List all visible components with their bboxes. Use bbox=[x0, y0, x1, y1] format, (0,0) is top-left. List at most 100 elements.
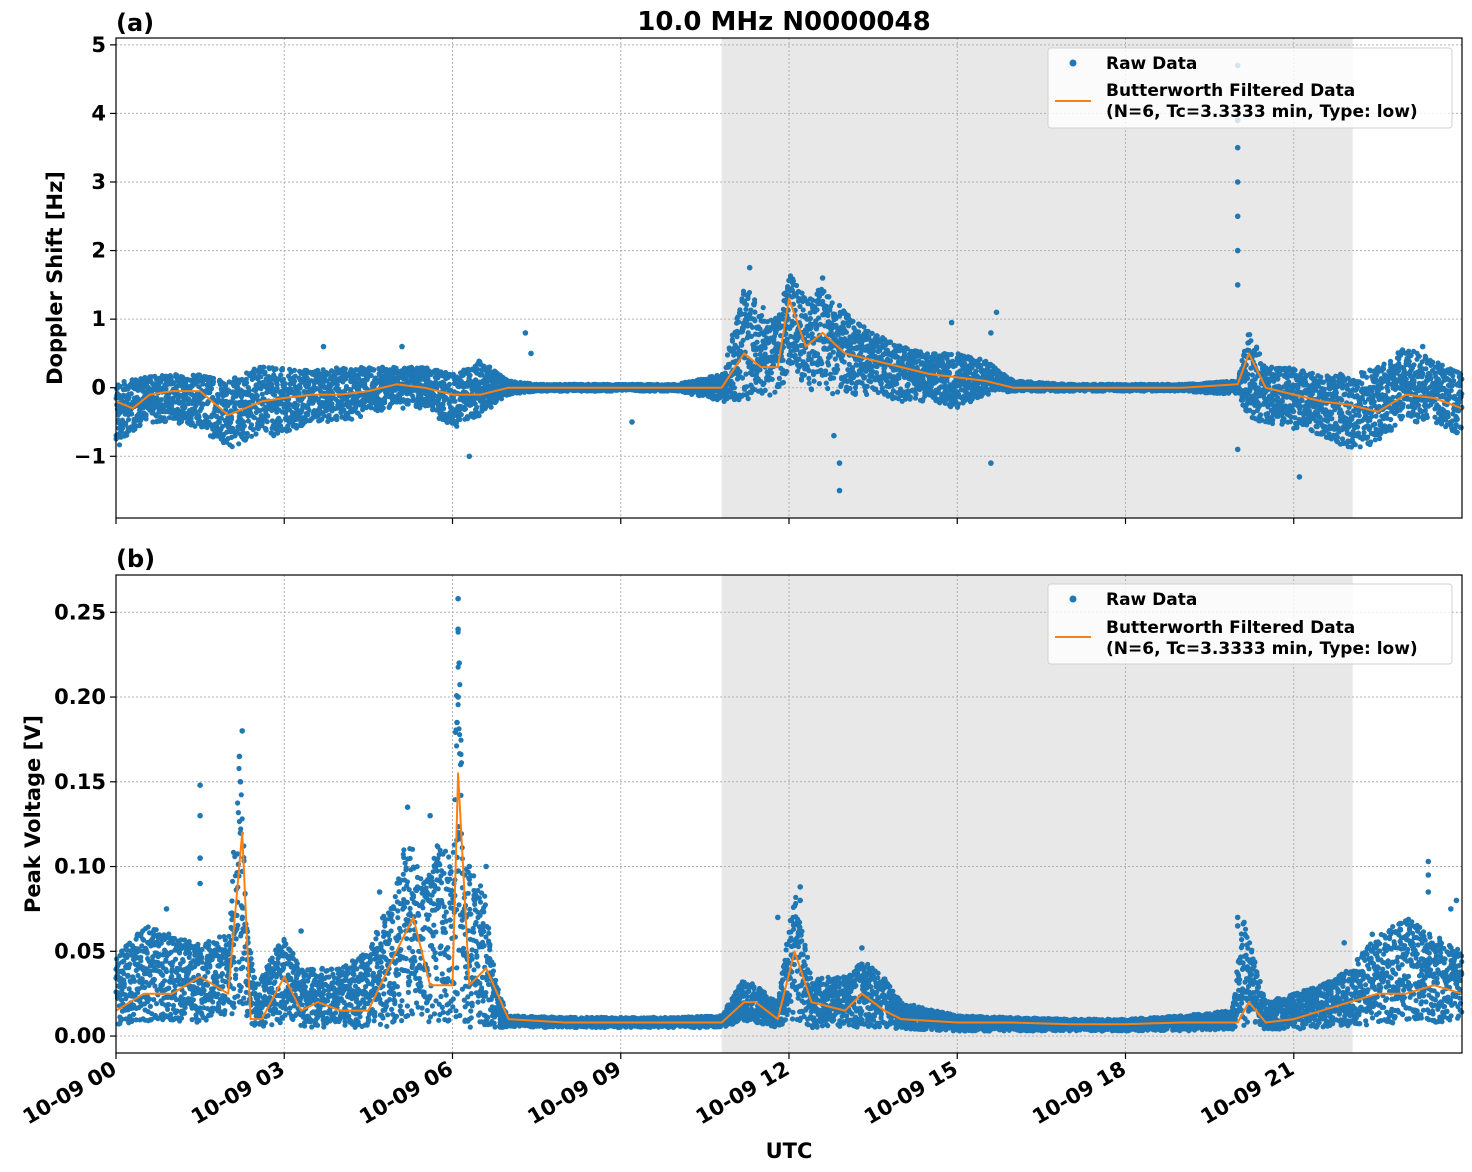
raw-data-point bbox=[248, 433, 255, 439]
raw-data-point bbox=[229, 444, 235, 450]
raw-data-point bbox=[349, 416, 355, 422]
raw-data-point bbox=[825, 312, 831, 319]
raw-data-point bbox=[292, 373, 298, 379]
raw-data-point bbox=[254, 393, 260, 399]
raw-data-point bbox=[252, 369, 258, 375]
raw-data-point bbox=[452, 398, 458, 404]
raw-data-point bbox=[326, 371, 332, 377]
raw-data-point bbox=[847, 385, 853, 392]
raw-data-point bbox=[246, 388, 252, 394]
raw-data-point bbox=[342, 366, 348, 372]
raw-data-point bbox=[849, 380, 855, 386]
raw-data-point bbox=[800, 307, 806, 313]
raw-data-point bbox=[125, 417, 132, 423]
raw-data-point bbox=[196, 384, 202, 390]
raw-data-point bbox=[864, 391, 870, 397]
raw-data-point bbox=[816, 315, 822, 321]
raw-data-point bbox=[250, 427, 256, 433]
raw-data-point bbox=[752, 297, 758, 303]
raw-data-point bbox=[808, 387, 815, 393]
raw-data-point bbox=[869, 330, 875, 336]
raw-data-point bbox=[244, 380, 250, 386]
raw-data-point bbox=[274, 382, 280, 388]
raw-data-point bbox=[228, 414, 235, 420]
raw-data-point bbox=[204, 414, 210, 420]
raw-data-point bbox=[474, 404, 480, 410]
raw-data-point bbox=[823, 371, 829, 378]
raw-data-point bbox=[248, 422, 255, 428]
raw-data-point bbox=[780, 379, 787, 386]
raw-data-point bbox=[261, 364, 267, 370]
panel-b-label: (b) bbox=[116, 545, 155, 573]
raw-data-point bbox=[251, 415, 257, 421]
raw-data-point bbox=[291, 378, 298, 384]
raw-data-point bbox=[236, 441, 242, 447]
raw-data-point bbox=[762, 387, 768, 393]
raw-data-point bbox=[739, 342, 745, 348]
raw-data-point bbox=[245, 418, 251, 424]
raw-data-point bbox=[262, 371, 268, 377]
raw-data-point bbox=[836, 302, 843, 309]
raw-data-point bbox=[163, 386, 169, 392]
raw-data-point bbox=[821, 288, 827, 294]
raw-data-point bbox=[776, 375, 783, 381]
raw-data-point bbox=[806, 375, 812, 381]
raw-data-point bbox=[275, 430, 281, 436]
raw-data-point bbox=[136, 396, 142, 402]
raw-data-point bbox=[400, 405, 406, 411]
raw-data-point bbox=[870, 348, 877, 354]
raw-data-point bbox=[281, 376, 287, 382]
raw-data-point bbox=[825, 362, 832, 368]
raw-data-point bbox=[816, 381, 823, 387]
raw-data-point bbox=[762, 345, 768, 351]
raw-data-point bbox=[752, 309, 758, 315]
raw-data-point bbox=[196, 414, 202, 420]
raw-data-point bbox=[277, 418, 284, 424]
raw-data-point bbox=[864, 383, 870, 389]
raw-data-point bbox=[835, 366, 841, 372]
raw-data-point bbox=[735, 319, 742, 325]
raw-data-point bbox=[274, 385, 280, 391]
raw-data-point bbox=[215, 393, 221, 399]
raw-data-point bbox=[878, 380, 884, 386]
raw-data-point bbox=[488, 404, 494, 410]
raw-data-point bbox=[279, 367, 285, 373]
raw-data-point bbox=[458, 412, 464, 418]
raw-data-point bbox=[731, 385, 738, 391]
raw-data-point bbox=[158, 397, 164, 403]
raw-data-point bbox=[305, 412, 311, 418]
raw-data-point bbox=[724, 352, 731, 358]
raw-data-point bbox=[487, 364, 493, 370]
raw-data-point bbox=[826, 294, 832, 300]
raw-data-point bbox=[843, 329, 850, 335]
raw-data-point bbox=[258, 374, 264, 380]
raw-data-point bbox=[475, 366, 481, 372]
raw-data-point bbox=[329, 401, 335, 407]
panel-a-label: (a) bbox=[116, 9, 154, 37]
raw-data-point bbox=[304, 375, 310, 382]
raw-data-point bbox=[809, 331, 815, 337]
raw-data-point bbox=[192, 423, 198, 429]
raw-data-point bbox=[163, 418, 169, 424]
figure-title: 10.0 MHz N0000048 bbox=[637, 7, 930, 37]
raw-data-point bbox=[241, 423, 247, 429]
raw-data-point bbox=[745, 396, 751, 402]
raw-data-point bbox=[913, 391, 919, 397]
raw-data-point bbox=[291, 367, 298, 373]
raw-data-point bbox=[153, 413, 160, 419]
raw-data-point bbox=[204, 424, 210, 431]
raw-data-point bbox=[116, 442, 123, 448]
raw-data-point bbox=[320, 367, 326, 373]
raw-data-point bbox=[767, 392, 773, 398]
raw-data-point bbox=[793, 282, 800, 289]
raw-data-point bbox=[306, 407, 312, 413]
raw-data-point bbox=[334, 416, 340, 423]
raw-data-point bbox=[948, 351, 955, 358]
raw-data-point bbox=[190, 392, 196, 398]
raw-data-point bbox=[895, 354, 901, 360]
raw-data-point bbox=[218, 415, 224, 421]
raw-data-point bbox=[896, 375, 902, 381]
raw-data-point bbox=[294, 402, 300, 408]
raw-data-point bbox=[818, 367, 824, 373]
